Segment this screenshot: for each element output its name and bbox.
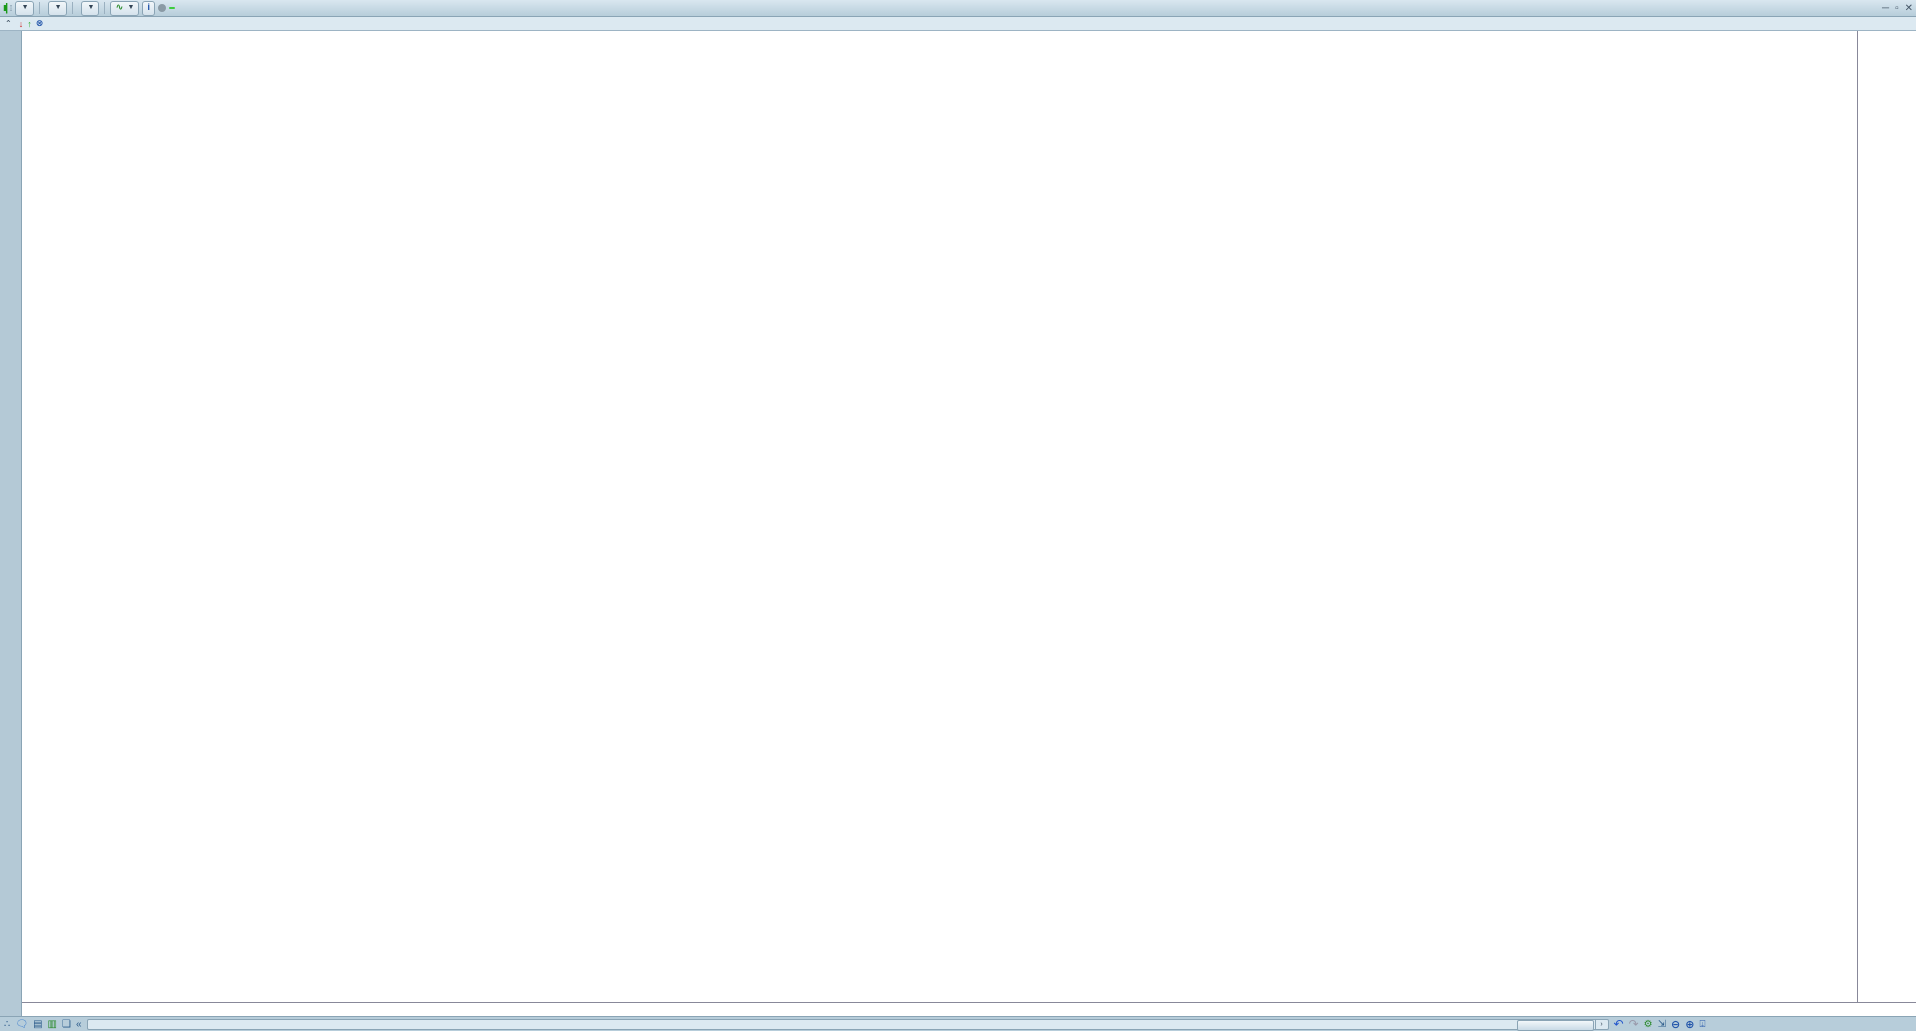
collapse-toolbar-icon[interactable]: ⌃ <box>5 19 12 28</box>
news-icon[interactable]: ▤ <box>33 1018 43 1030</box>
chat-icon[interactable]: 🗨 <box>15 1018 29 1030</box>
zoom-in-icon[interactable]: ⊕ <box>1685 1018 1695 1031</box>
app-logo-icon: ıı| <box>3 2 8 14</box>
status-dot-icon <box>158 4 167 12</box>
close-icon[interactable]: ✕ <box>1904 2 1913 14</box>
time-axis[interactable] <box>22 1002 1916 1017</box>
settings-icon[interactable]: ⚙ <box>1643 1018 1653 1030</box>
column-icon[interactable]: ⍗ <box>1699 1018 1706 1030</box>
undo-icon[interactable]: ↶ <box>1613 1016 1624 1031</box>
redo-icon[interactable]: ↷ <box>1628 1016 1639 1031</box>
zoom-out-icon[interactable]: ⊖ <box>1671 1018 1681 1031</box>
horizontal-scrollbar[interactable]: › <box>86 1018 1609 1031</box>
price-axis[interactable] <box>1857 31 1916 1002</box>
status-bar: ∴ 🗨 ▤ ▥ ❏ « › ↶ ↷ ⚙ ⇲ ⊖ ⊕ ⍗ <box>0 1016 1916 1031</box>
close-panel-icon[interactable]: ⊗ <box>35 18 44 28</box>
signals-icon[interactable]: ▥ <box>47 1018 57 1030</box>
indicator-toolbar: ⌃ ↓ ↑ ⊗ <box>0 17 1916 31</box>
share-icon[interactable]: ∴ <box>4 1018 11 1030</box>
indicators-dropdown[interactable]: ∿ ▼ <box>110 0 140 16</box>
symbol-dropdown[interactable]: ▼ <box>14 0 34 16</box>
zoom-fit-icon[interactable]: ⇲ <box>1657 1018 1666 1030</box>
minimize-icon[interactable]: ─ <box>1881 2 1890 14</box>
scroll-right-arrow[interactable]: › <box>1594 1019 1608 1029</box>
window-icon[interactable]: ❏ <box>61 1018 71 1030</box>
info-button[interactable]: i <box>142 0 156 16</box>
maximize-icon[interactable]: ▫ <box>1895 2 1899 14</box>
units-dropdown[interactable]: ▼ <box>80 0 100 16</box>
period-dropdown[interactable]: ▼ <box>47 0 67 16</box>
toolbar-grip[interactable]: ⁞⁞ <box>9 3 13 13</box>
price-down-icon[interactable]: ↓ <box>18 18 24 29</box>
top-toolbar: ıı| ⁞⁞ ▼ ▼ ▼ ∿ ▼ i ─ ▫ ✕ <box>0 0 1916 17</box>
drawing-toolbar <box>0 31 22 1031</box>
indicators-icon: ∿ <box>115 2 124 13</box>
price-up-icon[interactable]: ↑ <box>27 18 32 29</box>
collapse-left-icon[interactable]: « <box>75 1018 82 1030</box>
change-badge <box>169 7 176 9</box>
scrollbar-thumb[interactable] <box>1516 1019 1594 1031</box>
